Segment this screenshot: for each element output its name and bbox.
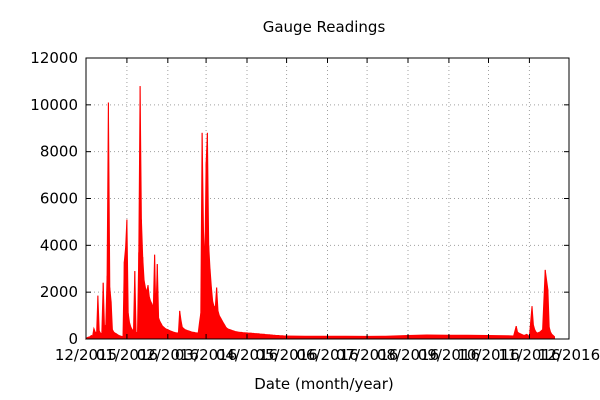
chart-title: Gauge Readings (263, 18, 386, 36)
y-tick-label: 2000 (40, 283, 78, 301)
x-axis-title: Date (month/year) (254, 375, 394, 393)
y-tick-label: 4000 (40, 236, 78, 254)
y-tick-label: 6000 (40, 190, 78, 208)
x-axis: 12/201501/201602/201603/201604/201605/20… (55, 58, 600, 364)
area-series (84, 86, 555, 340)
x-tick-label: 10/2016 (457, 346, 519, 364)
x-tick-label: 06/2016 (296, 346, 358, 364)
y-tick-label: 12000 (30, 49, 78, 67)
x-tick-label: 01/2016 (96, 346, 158, 364)
y-tick-label: 10000 (30, 96, 78, 114)
x-tick-label: 02/2016 (137, 346, 199, 364)
x-tick-label: 09/2016 (418, 346, 480, 364)
x-tick-label: 11/2016 (498, 346, 560, 364)
y-tick-label: 0 (68, 330, 78, 348)
x-tick-label: 07/2016 (336, 346, 398, 364)
x-tick-label: 03/2016 (175, 346, 237, 364)
y-axis: 0 2000 4000 6000 8000 10000 12000 (30, 49, 569, 348)
x-tick-label: 08/2016 (377, 346, 439, 364)
x-tick-label: 12/2016 (538, 346, 600, 364)
gauge-reading-area (84, 86, 555, 340)
x-tick-label: 12/2015 (55, 346, 117, 364)
y-tick-label: 8000 (40, 143, 78, 161)
x-tick-label: 04/2016 (216, 346, 278, 364)
x-tick-label: 05/2016 (255, 346, 317, 364)
